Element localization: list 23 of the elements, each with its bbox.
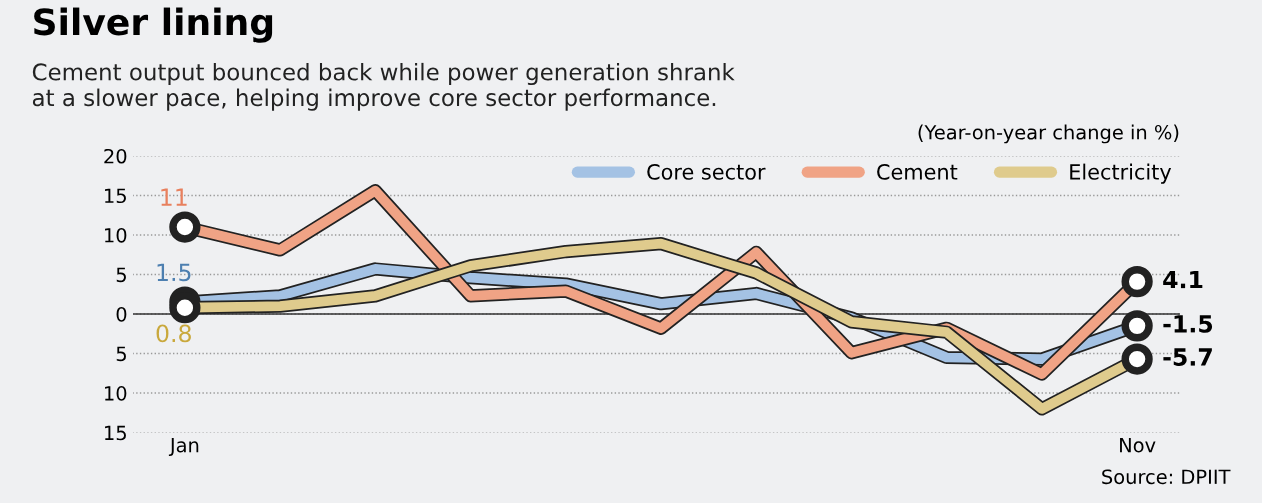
data-label: -1.5 (1163, 315, 1213, 333)
y-tick-label: 20 (104, 148, 127, 164)
legend-label: Electricity (1070, 163, 1172, 184)
data-label: 11 (161, 188, 187, 206)
legend-label: Cement (877, 163, 958, 180)
x-tick-label: Nov (1120, 438, 1156, 453)
y-tick-label: 5 (116, 346, 126, 362)
data-label: -5.7 (1163, 348, 1212, 366)
y-tick-label: 10 (105, 227, 127, 243)
y-tick-label: 5 (116, 267, 126, 283)
y-tick-label: 15 (105, 188, 126, 204)
data-label: 0.8 (156, 324, 191, 343)
chart-title: Silver lining (34, 7, 273, 43)
data-label: 1.5 (157, 263, 191, 282)
text: (Year-on-year change in %) (918, 124, 1179, 144)
chart-subtitle: Cement output bounced back while power generation shrank at a slower pace, helping improve core sector performance. (32, 62, 735, 111)
y-tick-label: 0 (116, 306, 127, 322)
y-tick-label: 15 (105, 425, 126, 441)
data-label: 4.1 (1163, 270, 1203, 289)
x-tick-label: Jan (168, 438, 199, 457)
source-note: Source: DPIIT (1102, 469, 1231, 485)
legend-label: Core sector (647, 163, 766, 180)
y-tick-label: 10 (105, 386, 127, 401)
